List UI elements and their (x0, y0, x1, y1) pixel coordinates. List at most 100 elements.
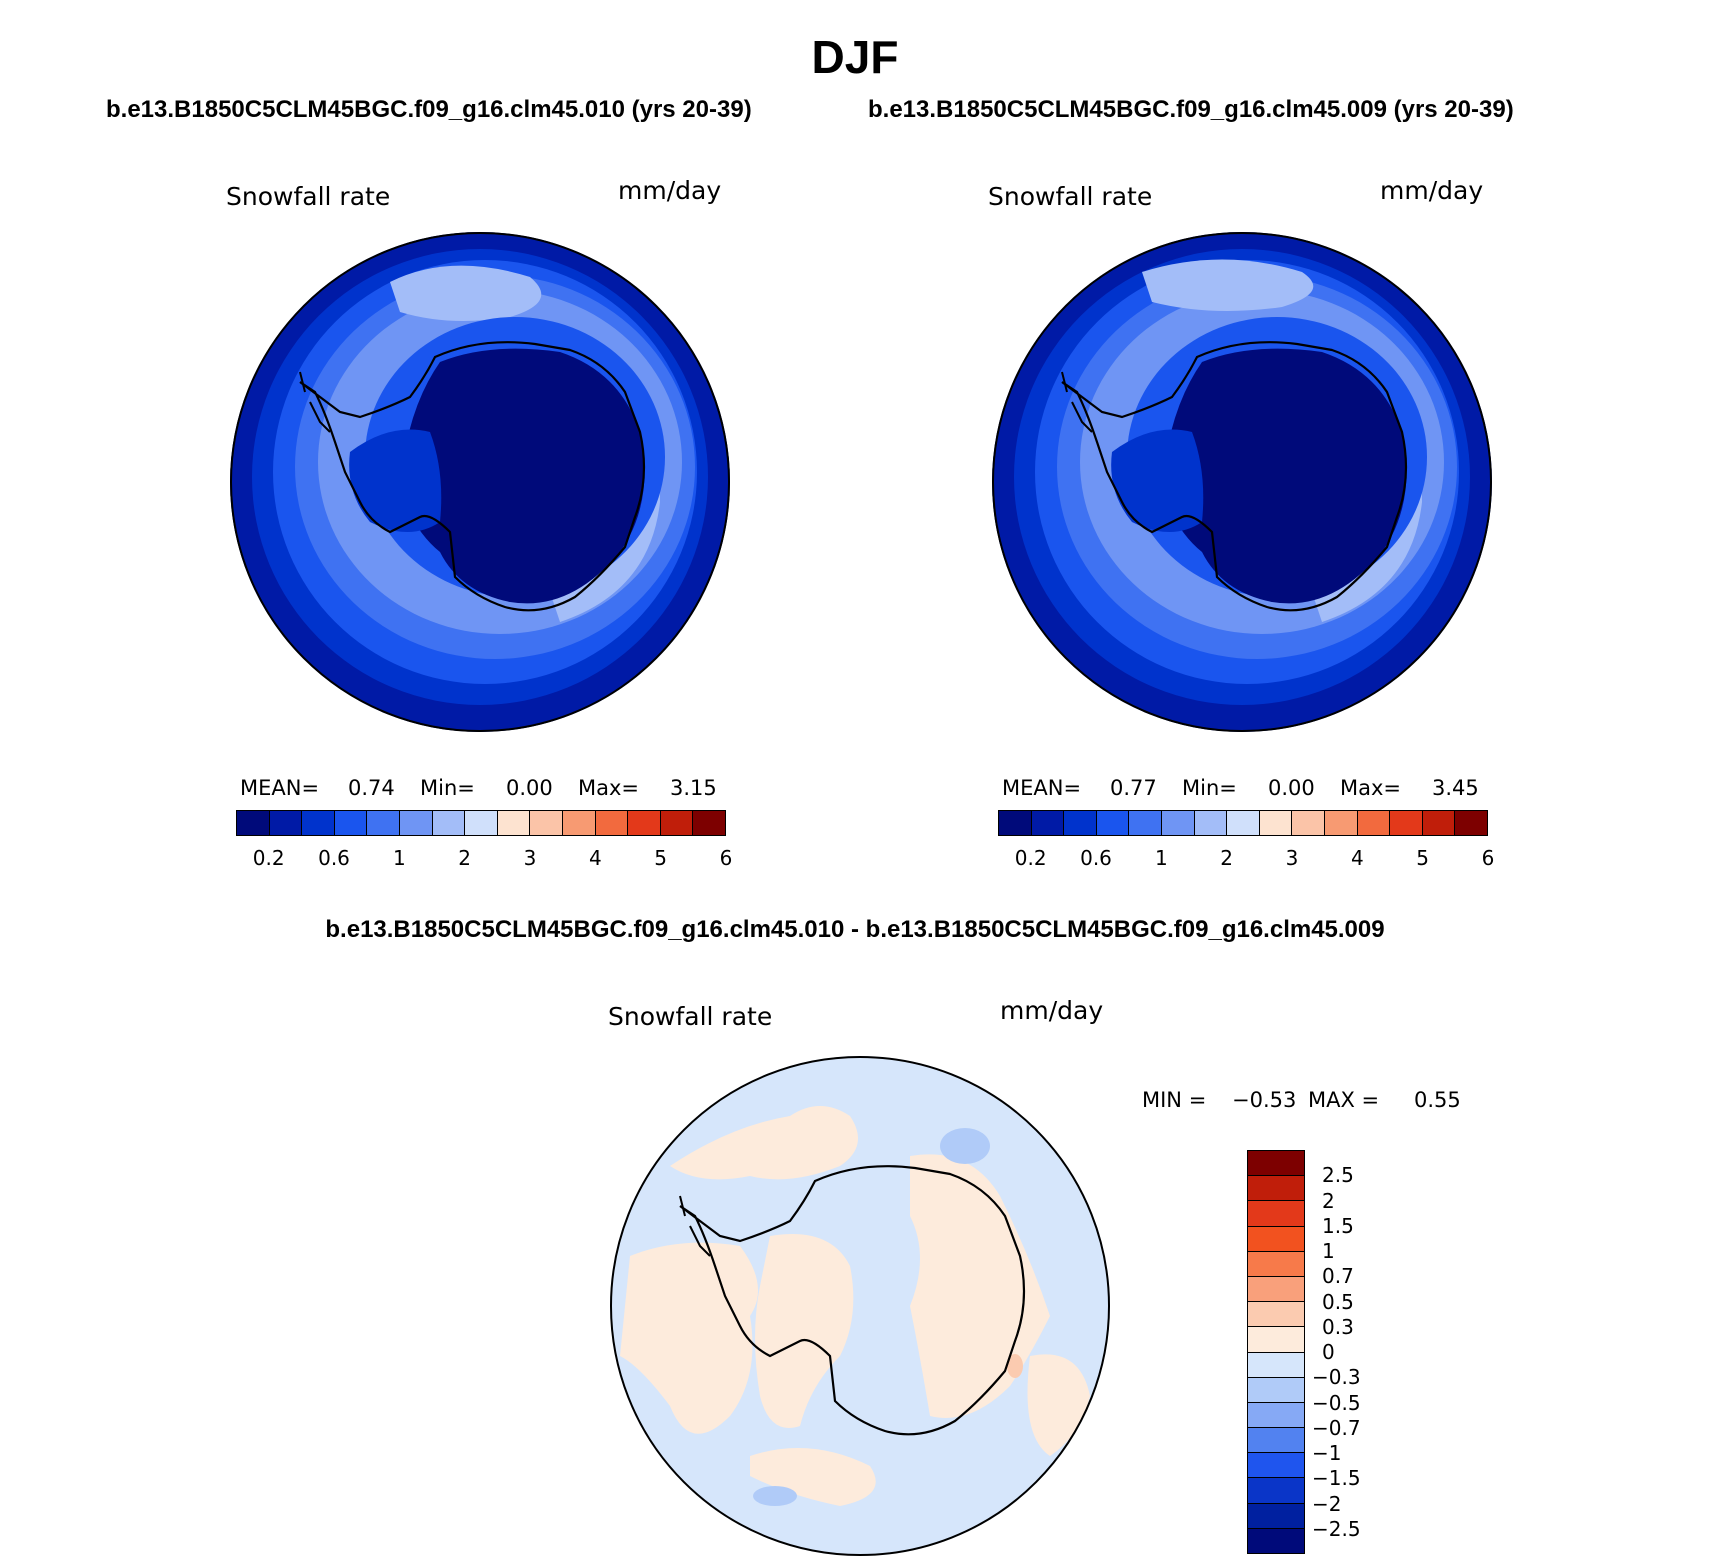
diff-pos-region-5 (750, 1448, 876, 1506)
panel-b-colorbar (998, 810, 1488, 836)
panel-b-colorbar-cell (1227, 811, 1260, 835)
diff-colorbar-tick: −0.3 (1312, 1365, 1361, 1390)
panel-a-colorbar-cell (595, 811, 629, 835)
panel-a-plateau (349, 429, 442, 532)
diff-colorbar-cell (1248, 1226, 1304, 1252)
diff-peninsula (679, 1195, 711, 1257)
panel-a-max-label: Max= (578, 776, 640, 800)
diff-colorbar-tick: −2 (1312, 1491, 1342, 1516)
panel-b-colorbar-cell (1194, 811, 1228, 835)
diff-max-value: 0.55 (1414, 1088, 1461, 1112)
diff-colorbar-cell (1248, 1201, 1304, 1227)
panel-b-colorbar-tick: 4 (1350, 846, 1364, 870)
panel-b-colorbar-tick: 3 (1285, 846, 1299, 870)
diff-colorbar-cell (1248, 1377, 1304, 1403)
panel-a-colorbar-cell (432, 811, 466, 835)
diff-colorbar-tick: −1.5 (1312, 1466, 1361, 1491)
diff-pos-region-4 (910, 1154, 1050, 1418)
panel-a-interior (400, 348, 645, 604)
panel-a-colorbar-tick: 4 (588, 846, 602, 870)
panel-b-colorbar-tick: 2 (1220, 846, 1234, 870)
panel-b-colorbar-cell (1161, 811, 1195, 835)
panel-b-coastline (1061, 341, 1408, 612)
panel-b-colorbar-cell (1031, 811, 1065, 835)
panel-a-colorbar-cell (530, 811, 563, 835)
case-b-label: b.e13.B1850C5CLM45BGC.f09_g16.clm45.009 … (868, 96, 1514, 123)
panel-a-polar-map (230, 232, 730, 732)
panel-b-colorbar-tick: 6 (1481, 846, 1495, 870)
panel-b-light-patch (1142, 259, 1314, 311)
panel-a-colorbar-tick: 1 (392, 846, 406, 870)
diff-colorbar-tick: −0.5 (1312, 1390, 1361, 1415)
panel-a-peninsula (299, 371, 331, 433)
diff-neg-spot-2 (753, 1486, 797, 1506)
panel-a-min-value: 0.00 (506, 776, 553, 800)
diff-colorbar-cell (1248, 1528, 1304, 1553)
diff-min-value: −0.53 (1232, 1088, 1297, 1112)
panel-b-colorbar-cell (999, 811, 1032, 835)
panel-a-colorbar-cell (562, 811, 596, 835)
panel-b-colorbar-tick: 1 (1154, 846, 1168, 870)
panel-a-colorbar-cell (465, 811, 498, 835)
panel-b-colorbar-tick: 5 (1416, 846, 1430, 870)
diff-colorbar-tick: 1 (1322, 1239, 1335, 1263)
diff-units-label: mm/day (1000, 996, 1104, 1025)
diff-colorbar-cell (1248, 1151, 1304, 1177)
panel-a-coastline (299, 341, 646, 612)
diff-colorbar-cell (1248, 1402, 1304, 1429)
diff-variable-label: Snowfall rate (608, 1002, 773, 1031)
diff-colorbar (1247, 1150, 1305, 1554)
panel-a-colorbar-tick: 2 (458, 846, 472, 870)
panel-b-mean-label: MEAN= (1002, 776, 1082, 800)
panel-b-colorbar-cell (1259, 811, 1293, 835)
diff-neg-spot-1 (940, 1128, 990, 1164)
diff-pos-region-1 (670, 1106, 858, 1180)
panel-a-mean-label: MEAN= (240, 776, 320, 800)
panel-a-colorbar (236, 810, 726, 836)
panel-b-colorbar-tick: 0.2 (1014, 846, 1047, 870)
panel-a-colorbar-cell (660, 811, 694, 835)
panel-a-colorbar-cell (237, 811, 270, 835)
diff-coastline (679, 1165, 1026, 1436)
diff-colorbar-tick: 0.3 (1322, 1314, 1354, 1339)
difference-title: b.e13.B1850C5CLM45BGC.f09_g16.clm45.010 … (325, 916, 1385, 943)
panel-b-colorbar-cell (1292, 811, 1325, 835)
panel-a-mean-value: 0.74 (348, 776, 395, 800)
panel-a-colorbar-tick: 0.6 (318, 846, 350, 870)
panel-b-max-value: 3.45 (1432, 776, 1479, 800)
diff-colorbar-tick: 0 (1322, 1340, 1335, 1364)
diff-colorbar-tick: 0.7 (1322, 1264, 1354, 1289)
panel-b-peninsula (1061, 371, 1093, 433)
panel-a-colorbar-cell (302, 811, 335, 835)
panel-b-colorbar-tick: 0.6 (1080, 846, 1112, 870)
panel-b-polar-map (992, 232, 1492, 732)
panel-a-min-label: Min= (420, 776, 475, 800)
panel-b-units-label: mm/day (1380, 176, 1484, 205)
diff-colorbar-tick: −0.7 (1312, 1415, 1361, 1440)
panel-a-colorbar-tick: 6 (719, 846, 733, 870)
diff-colorbar-cell (1248, 1176, 1304, 1202)
diff-colorbar-tick: −2.5 (1312, 1516, 1361, 1541)
diff-colorbar-cell (1248, 1428, 1304, 1454)
diff-colorbar-cell (1248, 1327, 1304, 1353)
case-a-label: b.e13.B1850C5CLM45BGC.f09_g16.clm45.010 … (106, 96, 752, 123)
panel-b-colorbar-cell (1357, 811, 1391, 835)
season-title: DJF (811, 31, 899, 83)
panel-a-units-label: mm/day (618, 176, 722, 205)
diff-pos-spot (1007, 1354, 1023, 1378)
panel-b-min-label: Min= (1182, 776, 1237, 800)
diff-polar-map (610, 1056, 1110, 1556)
panel-b-colorbar-cell (1064, 811, 1097, 835)
panel-a-colorbar-cell (269, 811, 303, 835)
panel-a-variable-label: Snowfall rate (226, 182, 391, 211)
panel-b-colorbar-cell (1390, 811, 1423, 835)
diff-colorbar-cell (1248, 1453, 1304, 1479)
diff-pos-region-6 (1027, 1354, 1090, 1456)
panel-b-interior (1162, 348, 1407, 604)
panel-b-mean-value: 0.77 (1110, 776, 1157, 800)
diff-min-label: MIN = (1142, 1088, 1207, 1112)
panel-b-variable-label: Snowfall rate (988, 182, 1153, 211)
panel-b-colorbar-cell (1455, 811, 1487, 835)
panel-b-colorbar-cell (1324, 811, 1358, 835)
panel-b-colorbar-cell (1422, 811, 1456, 835)
